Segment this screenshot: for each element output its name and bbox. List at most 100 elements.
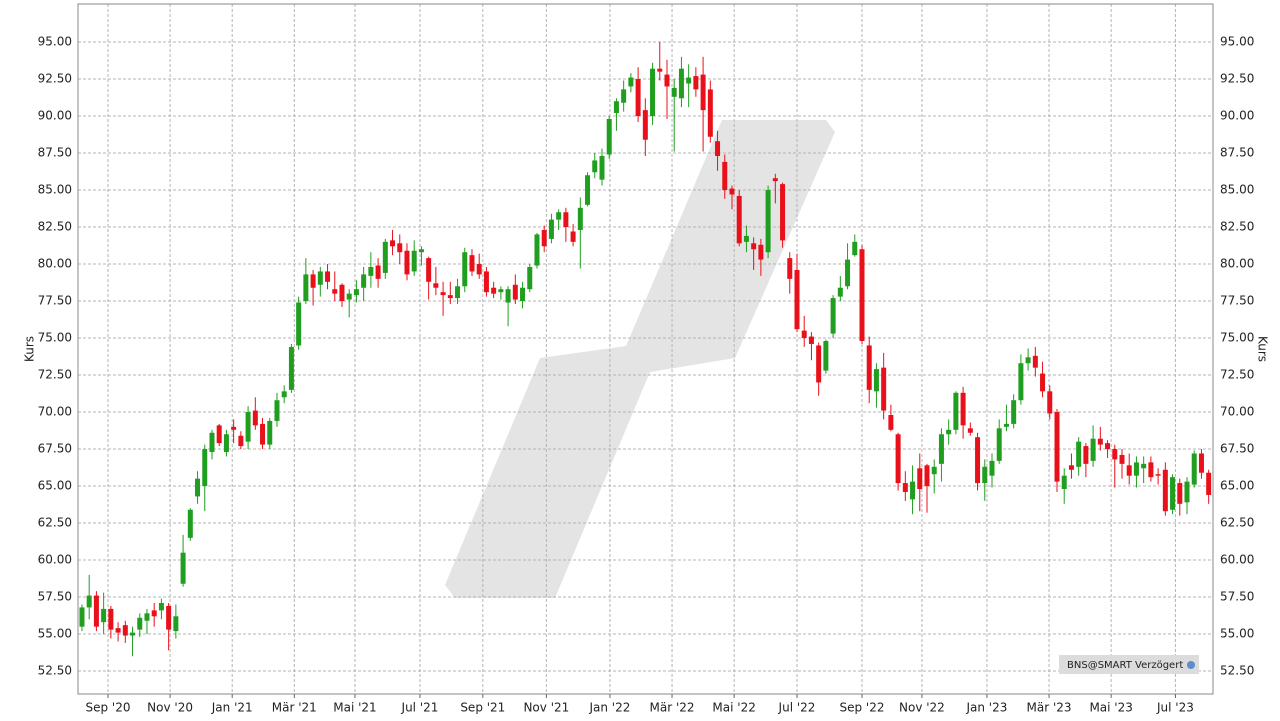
x-tick-label: Sep '21 — [460, 701, 505, 715]
candle-body — [895, 434, 901, 484]
y-tick-label: 87.50 — [38, 146, 72, 160]
candle-body — [353, 289, 359, 296]
y2-tick-label: 65.00 — [1220, 479, 1254, 493]
x-tick-label: Mär '23 — [1027, 701, 1072, 715]
candle-body — [577, 207, 583, 231]
candle-body — [433, 283, 439, 288]
candle-body — [881, 367, 887, 411]
candle-body — [411, 250, 417, 272]
badge-text: BNS@SMART Verzögert — [1067, 660, 1183, 671]
candle-body — [967, 428, 973, 433]
candle-body — [671, 87, 677, 97]
x-tick-label: Sep '22 — [839, 701, 884, 715]
x-tick-label: Nov '22 — [899, 701, 945, 715]
y2-tick-label: 77.50 — [1220, 294, 1254, 308]
candle-body — [693, 76, 699, 90]
y2-tick-label: 82.50 — [1220, 220, 1254, 234]
x-tick-label: Nov '20 — [147, 701, 193, 715]
badge-icon — [1187, 661, 1195, 669]
candle-body — [1040, 373, 1046, 392]
candle-body — [1061, 475, 1067, 490]
candle-body — [245, 412, 251, 442]
candle-body — [447, 295, 453, 299]
y2-tick-label: 87.50 — [1220, 146, 1254, 160]
candle-body — [1191, 453, 1197, 485]
candle-body — [512, 284, 518, 300]
y-tick-label: 82.50 — [38, 220, 72, 234]
y-tick-label: 77.50 — [38, 294, 72, 308]
candle-body — [873, 369, 879, 392]
x-tick-label: Jan '21 — [211, 701, 253, 715]
candle-body — [1126, 465, 1132, 476]
candle-body — [859, 249, 865, 342]
candle-body — [1105, 443, 1111, 450]
candle-body — [953, 392, 959, 430]
candle-body — [794, 269, 800, 330]
candle-body — [621, 89, 627, 103]
candle-body — [642, 110, 648, 140]
candle-body — [180, 552, 186, 584]
candle-body — [1170, 477, 1176, 510]
y2-tick-label: 92.50 — [1220, 72, 1254, 86]
y-tick-label: 52.50 — [38, 664, 72, 678]
candle-body — [397, 243, 403, 253]
candle-body — [216, 425, 222, 444]
candle-body — [707, 89, 713, 137]
candle-body — [1097, 438, 1103, 445]
candle-body — [830, 298, 836, 334]
candles — [79, 42, 1212, 657]
candle-body — [274, 400, 280, 421]
y-tick-label: 62.50 — [38, 516, 72, 530]
candle-body — [1018, 363, 1024, 401]
candle-body — [288, 346, 294, 390]
y2-tick-label: 72.50 — [1220, 368, 1254, 382]
y2-tick-label: 90.00 — [1220, 109, 1254, 123]
candle-body — [534, 234, 540, 266]
candle-body — [238, 435, 244, 447]
candle-body — [1162, 469, 1168, 512]
y-tick-label: 95.00 — [38, 35, 72, 49]
candle-body — [1076, 441, 1082, 467]
candle-body — [122, 625, 128, 636]
y2-tick-label: 75.00 — [1220, 331, 1254, 345]
candle-body — [332, 289, 338, 294]
candle-body — [975, 437, 981, 484]
candle-body — [382, 241, 388, 273]
y-tick-label: 67.50 — [38, 442, 72, 456]
candle-body — [866, 345, 872, 390]
y2-tick-label: 70.00 — [1220, 405, 1254, 419]
candle-body — [751, 243, 757, 250]
y-tick-label: 92.50 — [38, 72, 72, 86]
candle-body — [715, 141, 721, 157]
candle-body — [209, 432, 215, 453]
y-tick-label: 85.00 — [38, 183, 72, 197]
labels: 52.50 52.50 55.00 55.00 57.50 57.50 60.00 60.00… — [38, 35, 1255, 715]
candle-body — [1184, 481, 1190, 503]
y-axis-label: Kurs — [23, 336, 37, 362]
x-tick-label: Mai '22 — [712, 701, 755, 715]
candle-body — [1047, 391, 1053, 414]
y-tick-label: 55.00 — [38, 627, 72, 641]
y-tick-label: 65.00 — [38, 479, 72, 493]
candle-body — [151, 610, 157, 617]
candle-body — [686, 77, 692, 84]
candle-body — [303, 274, 309, 302]
candle-body — [758, 244, 764, 260]
candle-body — [346, 293, 352, 300]
y2-tick-label: 55.00 — [1220, 627, 1254, 641]
candle-body — [780, 184, 786, 241]
candle-body — [570, 231, 576, 242]
x-tick-label: Mai '21 — [333, 701, 376, 715]
candle-body — [910, 481, 916, 500]
candle-body — [808, 336, 814, 344]
candle-body — [650, 68, 656, 117]
y-tick-label: 90.00 — [38, 109, 72, 123]
candle-body — [888, 415, 894, 430]
candle-body — [989, 460, 995, 476]
candle-body — [498, 289, 504, 293]
candle-body — [1148, 462, 1154, 478]
candle-body — [476, 264, 482, 275]
candle-body — [137, 617, 143, 630]
candle-body — [187, 509, 193, 538]
